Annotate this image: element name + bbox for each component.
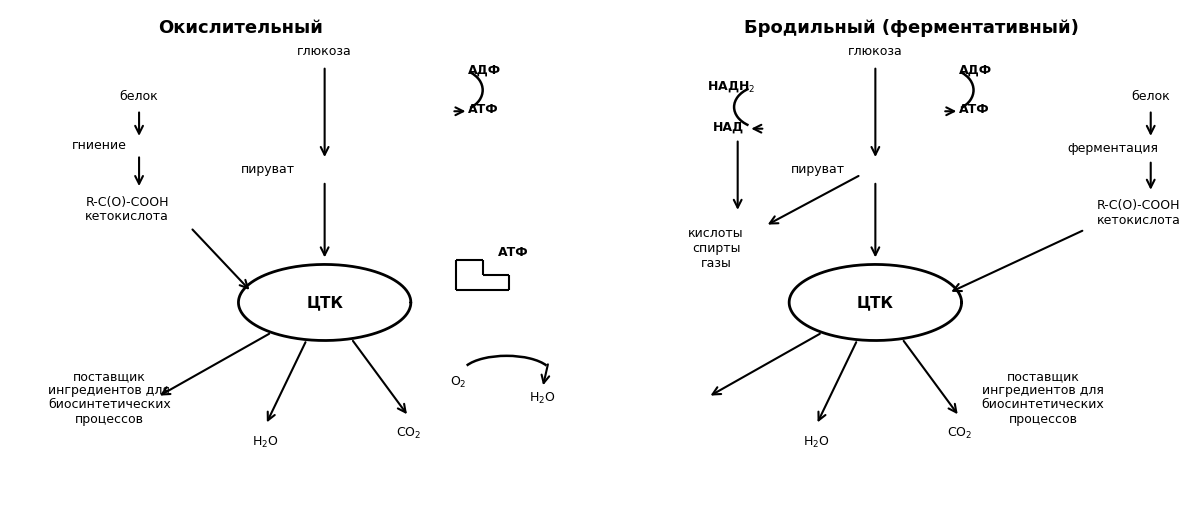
Text: АДФ: АДФ [468,64,502,76]
Text: ингредиентов для: ингредиентов для [982,384,1104,397]
Text: кетокислота: кетокислота [1097,214,1181,227]
Text: ферментация: ферментация [1067,142,1158,155]
Text: процессов: процессов [74,413,144,426]
Text: Бродильный (ферментативный): Бродильный (ферментативный) [744,19,1079,37]
Text: Окислительный: Окислительный [158,19,323,37]
Text: O$_2$: O$_2$ [450,375,467,390]
Text: пируват: пируват [240,163,295,176]
Text: H$_2$O: H$_2$O [529,391,556,406]
Text: АТФ: АТФ [959,103,990,116]
Text: НАДН$_2$: НАДН$_2$ [708,80,756,95]
Text: R-C(O)-COOH: R-C(O)-COOH [1097,199,1181,212]
Text: H$_2$O: H$_2$O [803,434,829,450]
Text: АТФ: АТФ [498,246,529,259]
Text: спирты: спирты [692,242,740,255]
Text: R-C(O)-COOH: R-C(O)-COOH [85,195,169,209]
Text: поставщик: поставщик [1007,370,1080,383]
Text: НАД: НАД [713,121,744,134]
Text: АТФ: АТФ [468,103,499,116]
Text: поставщик: поставщик [73,370,145,383]
Text: пируват: пируват [791,163,846,176]
Text: H$_2$O: H$_2$O [252,434,278,450]
Text: ЦТК: ЦТК [857,295,894,310]
Text: биосинтетических: биосинтетических [48,398,170,412]
Text: CO$_2$: CO$_2$ [947,426,972,441]
Text: глюкоза: глюкоза [298,45,352,58]
Text: ингредиентов для: ингредиентов для [48,384,170,397]
Text: белок: белок [1132,90,1170,103]
Text: ЦТК: ЦТК [306,295,343,310]
Text: АДФ: АДФ [959,64,992,76]
Text: глюкоза: глюкоза [848,45,902,58]
Text: биосинтетических: биосинтетических [982,398,1104,412]
Text: белок: белок [120,90,158,103]
Text: кислоты: кислоты [689,227,744,241]
Text: кетокислота: кетокислота [85,210,169,224]
Text: гниение: гниение [72,139,127,152]
Text: газы: газы [701,257,732,270]
Text: процессов: процессов [1008,413,1078,426]
Text: CO$_2$: CO$_2$ [396,426,421,441]
